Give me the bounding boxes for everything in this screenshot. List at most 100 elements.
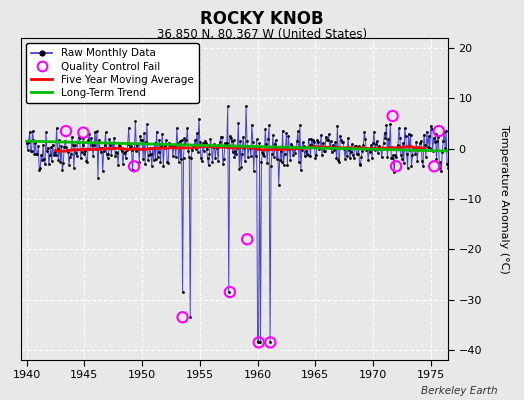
Point: [184, 148, 192, 155]
Point: [112, 149, 121, 156]
Point: [240, 145, 248, 151]
Point: [427, 123, 435, 129]
Point: [376, 145, 384, 152]
Point: [208, 159, 216, 166]
Point: [151, 156, 160, 162]
Point: [436, 158, 444, 165]
Point: [171, 142, 179, 149]
Point: [365, 146, 373, 152]
Point: [250, 144, 259, 150]
Point: [193, 129, 201, 136]
Point: [215, 142, 223, 148]
Point: [55, 136, 63, 143]
Point: [45, 161, 53, 168]
Point: [307, 136, 315, 142]
Point: [304, 136, 313, 142]
Point: [319, 140, 327, 146]
Point: [324, 136, 332, 143]
Point: [333, 122, 342, 129]
Point: [142, 139, 150, 145]
Point: [81, 148, 90, 154]
Point: [212, 144, 221, 150]
Point: [412, 138, 420, 145]
Point: [247, 153, 255, 159]
Point: [192, 145, 200, 152]
Point: [61, 137, 69, 144]
Point: [122, 154, 130, 161]
Point: [207, 143, 215, 150]
Point: [239, 134, 247, 140]
Point: [169, 153, 177, 160]
Point: [305, 142, 314, 148]
Point: [119, 161, 127, 168]
Point: [162, 137, 170, 143]
Point: [243, 138, 251, 144]
Point: [325, 145, 334, 152]
Point: [377, 144, 385, 151]
Point: [94, 174, 102, 181]
Point: [415, 144, 423, 150]
Point: [244, 154, 252, 160]
Point: [308, 142, 316, 148]
Point: [246, 145, 254, 151]
Point: [195, 115, 203, 122]
Point: [361, 136, 369, 142]
Point: [104, 151, 113, 158]
Point: [60, 143, 69, 150]
Point: [58, 167, 67, 174]
Point: [170, 143, 178, 149]
Point: [359, 142, 367, 148]
Point: [79, 129, 88, 136]
Point: [188, 146, 196, 153]
Point: [352, 143, 360, 149]
Point: [347, 141, 356, 147]
Point: [141, 161, 149, 168]
Point: [315, 146, 323, 152]
Point: [129, 146, 138, 152]
Point: [252, 153, 260, 159]
Point: [178, 314, 187, 320]
Point: [312, 152, 321, 158]
Point: [241, 158, 249, 164]
Point: [178, 137, 186, 143]
Point: [287, 140, 296, 147]
Point: [347, 149, 355, 156]
Point: [140, 130, 148, 136]
Point: [177, 156, 185, 163]
Point: [84, 136, 92, 143]
Point: [328, 149, 336, 155]
Point: [118, 148, 126, 154]
Point: [363, 146, 372, 152]
Text: ROCKY KNOB: ROCKY KNOB: [200, 10, 324, 28]
Point: [82, 158, 91, 164]
Point: [367, 142, 375, 148]
Point: [405, 130, 413, 137]
Point: [148, 163, 156, 169]
Point: [387, 154, 396, 161]
Point: [348, 152, 357, 158]
Point: [284, 133, 292, 139]
Point: [77, 155, 85, 161]
Point: [123, 147, 131, 154]
Point: [442, 128, 450, 134]
Point: [447, 146, 455, 152]
Point: [399, 140, 407, 146]
Point: [164, 160, 172, 166]
Point: [441, 145, 449, 151]
Point: [226, 289, 234, 295]
Point: [135, 158, 144, 165]
Point: [96, 144, 104, 151]
Point: [237, 163, 245, 170]
Point: [396, 135, 404, 141]
Point: [401, 132, 410, 139]
Point: [210, 141, 219, 148]
Point: [392, 163, 400, 170]
Point: [390, 169, 398, 175]
Point: [148, 145, 157, 151]
Point: [78, 142, 86, 148]
Point: [280, 150, 289, 157]
Point: [366, 149, 374, 155]
Point: [131, 118, 139, 125]
Y-axis label: Temperature Anomaly (°C): Temperature Anomaly (°C): [499, 125, 509, 273]
Point: [385, 144, 394, 150]
